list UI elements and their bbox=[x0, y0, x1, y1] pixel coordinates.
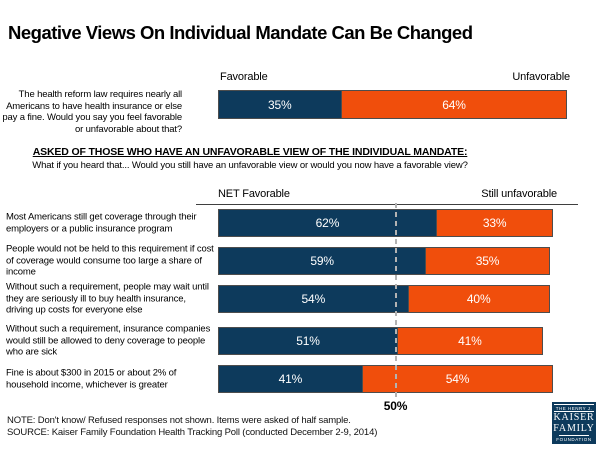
row-label: Most Americans still get coverage throug… bbox=[6, 211, 197, 234]
chart-row: Most Americans still get coverage throug… bbox=[0, 209, 605, 237]
row-bar: 54% 40% bbox=[218, 285, 571, 313]
row-label: Without such a requirement, insurance co… bbox=[6, 323, 211, 358]
section-heading: ASKED OF THOSE WHO HAVE AN UNFAVORABLE V… bbox=[32, 146, 468, 158]
logo-line-kaiser: KAISER bbox=[553, 412, 595, 423]
net-favorable-segment: 51% bbox=[218, 327, 399, 355]
row-label: Without such a requirement, people may w… bbox=[6, 281, 209, 316]
unfavorable-segment: 64% bbox=[341, 90, 568, 119]
favorable-segment: 35% bbox=[218, 90, 342, 119]
mandate-arguments-chart: Most Americans still get coverage throug… bbox=[0, 209, 605, 399]
overall-favorability-bar: 35% 64% bbox=[218, 90, 571, 119]
top-question-text: The health reform law requires nearly al… bbox=[2, 89, 182, 135]
row-label: People would not be held to this require… bbox=[6, 243, 214, 278]
fifty-percent-label: 50% bbox=[383, 399, 408, 413]
chart-row: Without such a requirement, insurance co… bbox=[0, 324, 605, 358]
column-header-rule bbox=[196, 204, 578, 205]
still-unfavorable-segment: 54% bbox=[362, 365, 554, 393]
chart-row: People would not be held to this require… bbox=[0, 244, 605, 278]
logo-line-henry-j: THE HENRY J. bbox=[553, 404, 595, 412]
net-favorable-segment: 54% bbox=[218, 285, 409, 313]
still-unfavorable-segment: 35% bbox=[426, 247, 550, 275]
logo-line-family: FAMILY bbox=[553, 422, 595, 434]
chart-row: Without such a requirement, people may w… bbox=[0, 282, 605, 316]
still-unfavorable-segment: 40% bbox=[408, 285, 550, 313]
still-unfavorable-segment: 41% bbox=[398, 327, 543, 355]
row-label: Fine is about $300 in 2015 or about 2% o… bbox=[6, 367, 177, 390]
page-title: Negative Views On Individual Mandate Can… bbox=[8, 22, 473, 43]
favorable-header: Favorable bbox=[220, 71, 268, 83]
net-favorable-segment: 62% bbox=[218, 209, 437, 237]
net-favorable-segment: 59% bbox=[218, 247, 427, 275]
note-text: NOTE: Don't know/ Refused responses not … bbox=[7, 415, 351, 426]
net-favorable-column-header: NET Favorable bbox=[218, 188, 290, 200]
still-unfavorable-column-header: Still unfavorable bbox=[481, 188, 557, 200]
row-bar: 59% 35% bbox=[218, 247, 571, 275]
row-bar: 51% 41% bbox=[218, 327, 571, 355]
kaiser-family-foundation-logo: THE HENRY J. KAISER FAMILY FOUNDATION bbox=[552, 402, 596, 444]
logo-line-foundation: FOUNDATION bbox=[556, 437, 592, 442]
row-bar: 62% 33% bbox=[218, 209, 571, 237]
row-bar: 41% 54% bbox=[218, 365, 571, 393]
section-subheading: What if you heard that... Would you stil… bbox=[32, 160, 468, 171]
chart-row: Fine is about $300 in 2015 or about 2% o… bbox=[0, 365, 605, 393]
unfavorable-header: Unfavorable bbox=[512, 71, 570, 83]
source-text: SOURCE: Kaiser Family Foundation Health … bbox=[7, 427, 378, 438]
net-favorable-segment: 41% bbox=[218, 365, 363, 393]
still-unfavorable-segment: 33% bbox=[436, 209, 554, 237]
fifty-percent-reference-line bbox=[394, 203, 397, 399]
logo-divider bbox=[559, 435, 589, 436]
